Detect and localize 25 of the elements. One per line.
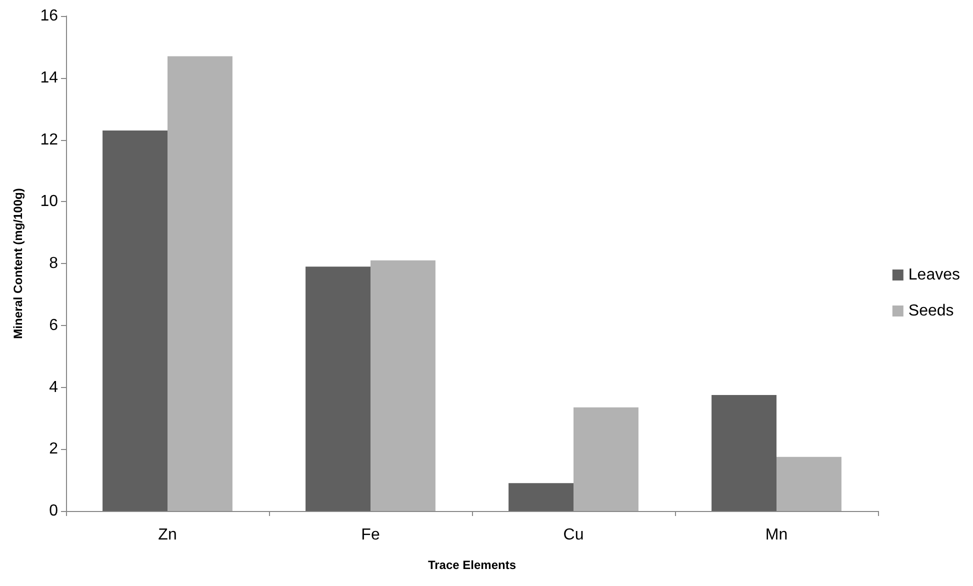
bar [306,266,370,511]
x-tick-label: Zn [158,526,177,544]
y-axis-title: Mineral Content (mg/100g) [11,188,25,339]
bar [712,394,776,511]
x-tick-label: Cu [563,526,584,544]
y-tick-label: 4 [49,378,58,396]
bar [370,260,436,511]
y-tick-label: 6 [49,316,58,334]
y-tick-label: 2 [49,440,58,458]
x-axis-title: Trace Elements [428,558,516,572]
bar [574,407,638,511]
y-tick-label: 8 [49,255,58,272]
y-tick-label: 10 [40,193,58,210]
bar [508,483,574,511]
bar [776,456,842,511]
bar [102,130,168,511]
x-tick-label: Mn [765,526,788,544]
x-tick-label: Fe [361,526,380,544]
y-tick-label: 12 [40,131,58,148]
y-tick-label: 16 [40,8,58,24]
bar [168,56,232,511]
legend-label: Seeds [908,302,954,320]
y-tick-label: 14 [40,69,58,86]
legend-label: Leaves [908,266,960,284]
y-tick-label: 0 [49,502,58,520]
